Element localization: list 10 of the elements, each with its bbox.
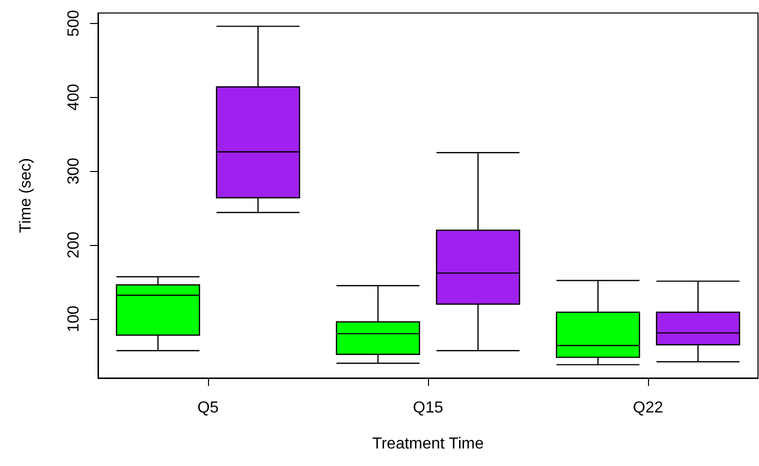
y-tick-label: 400	[66, 84, 82, 111]
x-tick-label: Q22	[632, 400, 664, 416]
y-tick-label: 200	[66, 232, 82, 258]
y-tick-label: 300	[66, 158, 82, 184]
x-tick-label: Q5	[197, 400, 219, 416]
y-tick-label: 100	[66, 305, 82, 332]
x-axis-title: Treatment Time	[372, 436, 484, 452]
y-axis-title: Time (sec)	[18, 158, 34, 233]
x-tick-label: Q15	[412, 400, 444, 416]
y-tick-label: 500	[66, 10, 82, 37]
